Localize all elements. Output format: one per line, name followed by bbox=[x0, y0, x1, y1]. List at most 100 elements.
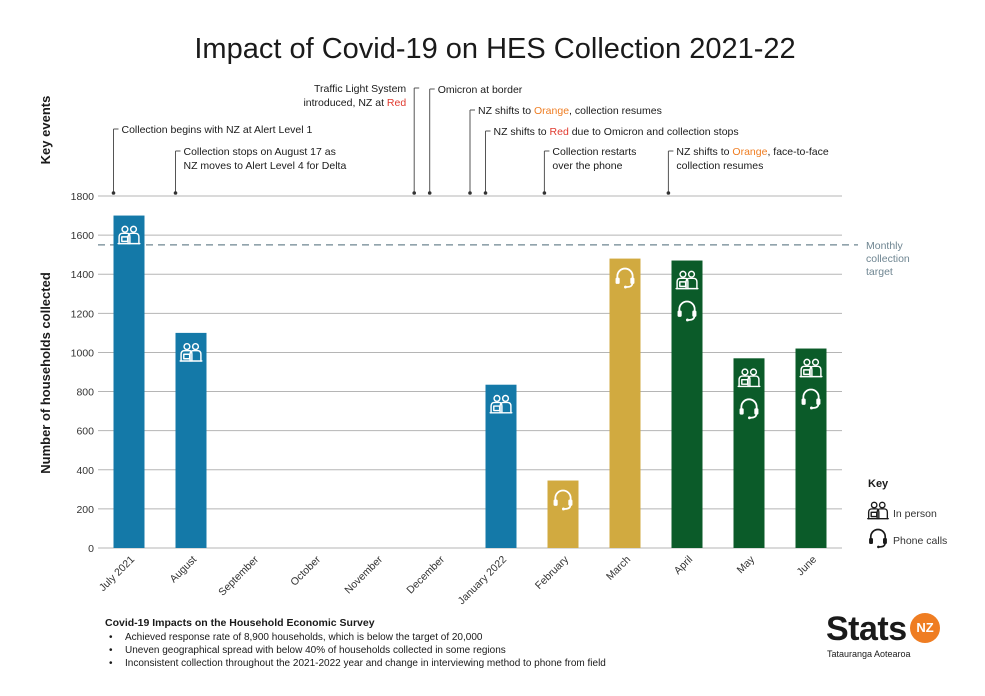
x-tick-label: December bbox=[404, 553, 447, 596]
event-label: Collection stops on August 17 as bbox=[184, 146, 336, 158]
bar bbox=[609, 258, 641, 548]
in-person-icon bbox=[675, 270, 699, 290]
headset-icon bbox=[739, 398, 759, 420]
legend: Key In person Phone calls bbox=[867, 478, 947, 549]
headset-earpiece bbox=[568, 499, 573, 506]
in-person-icon bbox=[489, 394, 513, 414]
logo-tagline: Tatauranga Aotearoa bbox=[827, 649, 911, 659]
headset-icon bbox=[801, 388, 821, 410]
headset-icon bbox=[869, 528, 887, 549]
x-tick-label: February bbox=[533, 553, 572, 592]
y-tick-label: 1400 bbox=[71, 269, 95, 281]
headset-earpiece bbox=[869, 538, 873, 544]
event-marker bbox=[468, 191, 472, 195]
event-marker bbox=[111, 191, 116, 195]
x-tick-label: September bbox=[216, 553, 261, 598]
headset-icon bbox=[677, 300, 697, 322]
y-tick-label: 1600 bbox=[71, 230, 95, 242]
notes-list: Achieved response rate of 8,900 househol… bbox=[105, 631, 765, 670]
headset-earpiece bbox=[630, 277, 635, 284]
event-label: NZ shifts to Orange, face-to-face bbox=[676, 146, 828, 158]
logo-badge: NZ bbox=[910, 613, 940, 643]
note-item: Achieved response rate of 8,900 househol… bbox=[105, 631, 765, 644]
in-person-icon bbox=[799, 358, 823, 378]
event-label: Collection restarts bbox=[552, 146, 636, 158]
target-label: Monthly collection target bbox=[866, 240, 910, 278]
legend-phone-label: Phone calls bbox=[893, 535, 947, 547]
note-item: Uneven geographical spread with below 40… bbox=[105, 644, 765, 657]
event-label: Collection begins with NZ at Alert Level… bbox=[122, 124, 313, 136]
bar bbox=[113, 215, 145, 549]
event-marker bbox=[666, 191, 671, 195]
headset-earpiece bbox=[754, 408, 759, 415]
notes-title: Covid-19 Impacts on the Household Econom… bbox=[105, 617, 375, 629]
headset-earpiece bbox=[883, 538, 887, 544]
bar bbox=[733, 358, 765, 548]
note-item: Inconsistent collection throughout the 2… bbox=[105, 657, 765, 670]
y-tick-label: 1200 bbox=[71, 308, 95, 320]
y-tick-label: 200 bbox=[76, 504, 94, 516]
headset-icon bbox=[615, 267, 635, 289]
in-person-icon bbox=[117, 225, 141, 245]
event-label: collection resumes bbox=[676, 160, 763, 172]
headset-earpiece bbox=[615, 277, 620, 284]
target-line-group: Monthly collection target bbox=[98, 240, 910, 278]
legend-in-person-label: In person bbox=[893, 508, 937, 520]
x-tick-label: October bbox=[288, 553, 323, 588]
in-person-icon bbox=[179, 342, 203, 362]
events-axis-label: Key events bbox=[38, 96, 53, 165]
headset-earpiece bbox=[677, 310, 682, 317]
event-label: NZ moves to Alert Level 4 for Delta bbox=[184, 160, 347, 172]
x-tick-labels: July 2021 August September October November D… bbox=[97, 553, 819, 607]
event-marker bbox=[173, 191, 178, 195]
notes-section: Covid-19 Impacts on the Household Econom… bbox=[105, 617, 765, 670]
event-label: over the phone bbox=[552, 160, 622, 172]
x-tick-label: November bbox=[342, 553, 385, 596]
y-tick-label: 400 bbox=[76, 465, 94, 477]
x-tick-label: April bbox=[672, 554, 695, 577]
in-person-icon bbox=[867, 501, 889, 520]
event-marker bbox=[542, 191, 547, 195]
legend-title: Key bbox=[868, 478, 889, 490]
y-tick-label: 600 bbox=[76, 426, 94, 438]
event-annotations: Collection begins with NZ at Alert Level… bbox=[111, 83, 829, 195]
headset-icon bbox=[869, 528, 887, 549]
bar bbox=[795, 348, 827, 548]
in-person-icon bbox=[737, 368, 761, 388]
bar bbox=[485, 384, 517, 548]
in-person-icon bbox=[867, 501, 889, 520]
x-tick-label: July 2021 bbox=[97, 554, 137, 594]
event-label: NZ shifts to Orange, collection resumes bbox=[478, 105, 662, 117]
headset-icon bbox=[553, 489, 573, 511]
chart-title: Impact of Covid-19 on HES Collection 202… bbox=[194, 33, 795, 65]
event-label: Traffic Light System bbox=[314, 83, 406, 95]
y-tick-label: 1800 bbox=[71, 191, 95, 203]
x-tick-label: January 2022 bbox=[456, 554, 510, 608]
bar bbox=[547, 480, 579, 548]
y-axis-label: Number of households collected bbox=[38, 272, 53, 474]
logo-wordmark: Stats bbox=[826, 610, 907, 648]
grid: 0 200 400 600 800 1000 1200 1400 1600 1800 bbox=[71, 191, 842, 555]
event-label: introduced, NZ at Red bbox=[303, 97, 406, 109]
x-tick-label: August bbox=[168, 554, 200, 586]
bar bbox=[175, 332, 207, 548]
headset-earpiece bbox=[553, 499, 558, 506]
event-marker bbox=[483, 191, 488, 195]
bar bbox=[671, 260, 703, 548]
y-tick-label: 800 bbox=[76, 387, 94, 399]
headset-earpiece bbox=[816, 398, 821, 405]
stats-nz-logo: Stats NZ Tatauranga Aotearoa bbox=[826, 609, 956, 669]
headset-earpiece bbox=[739, 408, 744, 415]
headset-earpiece bbox=[801, 398, 806, 405]
x-tick-label: May bbox=[735, 553, 758, 576]
y-tick-label: 0 bbox=[88, 543, 94, 555]
event-marker bbox=[427, 191, 432, 195]
event-label: Omicron at border bbox=[438, 84, 523, 96]
x-tick-label: March bbox=[604, 554, 633, 583]
headset-earpiece bbox=[692, 310, 697, 317]
bars bbox=[113, 215, 827, 549]
y-tick-label: 1000 bbox=[71, 347, 95, 359]
event-label: NZ shifts to Red due to Omicron and coll… bbox=[494, 126, 739, 138]
x-tick-label: June bbox=[795, 554, 820, 579]
